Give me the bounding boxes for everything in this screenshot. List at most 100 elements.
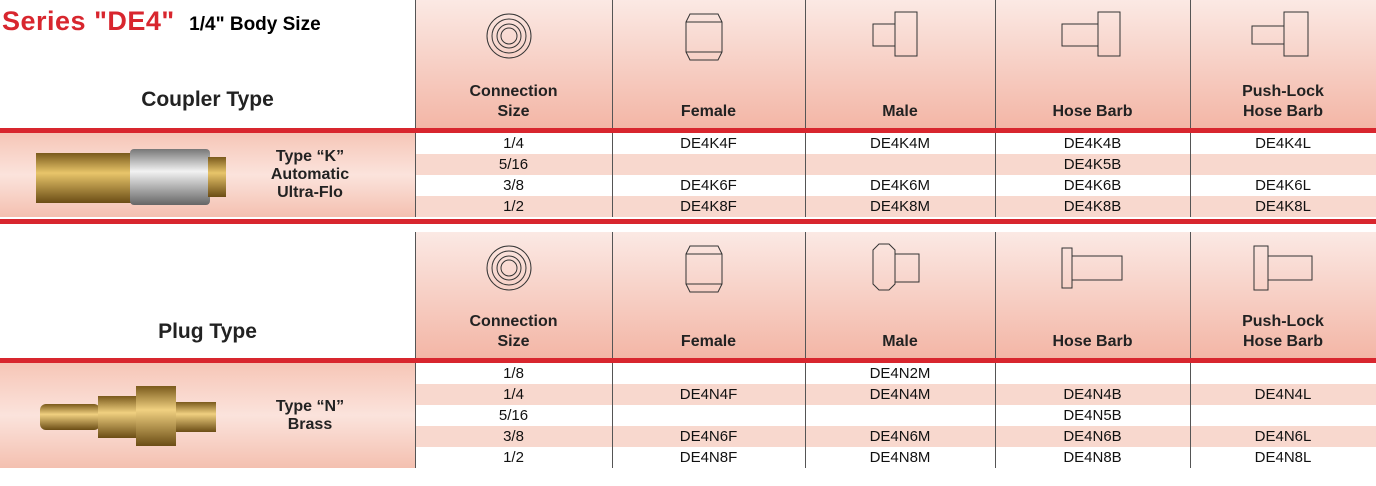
product-photo	[30, 143, 240, 207]
table-cell: DE4N6B	[1063, 428, 1122, 445]
product-name-line: Brass	[287, 415, 333, 433]
type-label: Coupler Type	[141, 88, 274, 111]
column-header: Male	[805, 332, 995, 352]
table-cell	[995, 363, 1190, 384]
fitting-icon	[872, 243, 920, 291]
column-header-line: Size	[497, 103, 530, 120]
column-icon	[479, 8, 549, 64]
plug-photo	[40, 385, 216, 446]
table-cell: 3/8	[503, 428, 524, 445]
table-cell: 1/4	[503, 135, 524, 152]
column-header: Push-Lock Hose Barb	[1190, 312, 1376, 352]
fitting-icon	[1253, 245, 1313, 291]
column-icon	[1058, 8, 1128, 64]
table-row	[415, 426, 1376, 447]
column-rule	[805, 0, 806, 217]
column-rule	[612, 232, 613, 468]
type-label: Plug Type	[158, 320, 257, 343]
table-cell: DE4N6F	[679, 428, 738, 445]
table-cell: 1/4	[503, 386, 524, 403]
table-row	[415, 384, 1376, 405]
table-cell: DE4K8M	[869, 198, 931, 215]
table-cell: DE4N8B	[1063, 449, 1122, 466]
column-header: Female	[612, 102, 805, 122]
table-cell	[612, 363, 805, 384]
column-header: Hose Barb	[995, 102, 1190, 122]
table-cell: DE4K4B	[1063, 135, 1122, 152]
table-cell: DE4K6L	[1255, 177, 1311, 194]
column-icon	[865, 240, 935, 296]
column-icon	[865, 8, 935, 64]
column-header: Connection Size	[415, 82, 612, 122]
table-cell: 1/2	[503, 449, 524, 466]
column-header-line: Hose Barb	[1052, 333, 1133, 350]
column-icon	[1058, 240, 1128, 296]
red-rule	[0, 358, 1376, 363]
column-header-line: Connection	[469, 83, 558, 100]
table-cell: DE4N6L	[1254, 428, 1312, 445]
table-cell: DE4N4B	[1063, 386, 1122, 403]
column-rule	[415, 0, 416, 217]
table-row	[415, 196, 1376, 217]
table-cell: DE4K6B	[1063, 177, 1122, 194]
table-cell: DE4N4F	[679, 386, 738, 403]
table-cell	[805, 154, 995, 175]
column-rule	[995, 0, 996, 217]
column-header-line: Hose Barb	[1052, 103, 1133, 120]
column-header: Connection Size	[415, 312, 612, 352]
table-cell: DE4K5B	[1063, 156, 1122, 173]
series-title: Series "DE4"	[2, 6, 175, 36]
column-header-line: Hose Barb	[1242, 333, 1324, 350]
table-cell: DE4N8M	[869, 449, 931, 466]
product-name-line: Type “K”	[275, 148, 345, 165]
table-cell: 1/2	[503, 198, 524, 215]
table-cell: DE4K6F	[680, 177, 737, 194]
table-cell: DE4N8L	[1254, 449, 1312, 466]
column-rule	[995, 232, 996, 468]
table-cell: 5/16	[498, 407, 529, 424]
column-header-line: Size	[497, 333, 530, 350]
column-icon	[674, 240, 744, 296]
table-cell	[612, 405, 805, 426]
product-name-line: Type “N”	[275, 397, 345, 415]
table-cell: DE4N2M	[869, 365, 931, 382]
fitting-icon	[685, 13, 722, 61]
column-rule	[1190, 0, 1191, 217]
table-cell: DE4N4M	[869, 386, 931, 403]
fitting-icon	[872, 11, 918, 57]
table-cell: DE4K8B	[1063, 198, 1122, 215]
title: Series "DE4" 1/4" Body Size	[2, 6, 321, 37]
table-cell	[612, 154, 805, 175]
table-cell: DE4K6M	[869, 177, 931, 194]
fitting-icon	[486, 13, 531, 59]
body-size: 1/4" Body Size	[189, 14, 321, 35]
column-header: Push-Lock Hose Barb	[1190, 82, 1376, 122]
coupler-photo	[36, 149, 226, 205]
table-cell: DE4K4M	[869, 135, 931, 152]
column-icon	[1248, 8, 1318, 64]
product-name: Type “N” Brass	[230, 398, 390, 434]
table-cell: DE4K4L	[1255, 135, 1311, 152]
table-cell: DE4K8F	[680, 198, 737, 215]
column-rule	[805, 232, 806, 468]
table-cell	[805, 405, 995, 426]
column-header: Female	[612, 332, 805, 352]
column-header-line: Female	[680, 103, 737, 120]
column-header-line: Male	[882, 333, 918, 350]
column-icon	[1248, 240, 1318, 296]
fitting-icon	[1061, 11, 1120, 57]
fitting-icon	[486, 245, 531, 291]
red-rule	[0, 128, 1376, 133]
table-cell: DE4N5B	[1063, 407, 1122, 424]
fitting-icon	[685, 245, 722, 293]
table-cell: DE4K4F	[680, 135, 737, 152]
column-icon	[674, 8, 744, 64]
fitting-icon	[1251, 11, 1309, 57]
table-row	[415, 154, 1376, 175]
table-cell: 5/16	[498, 156, 529, 173]
table-cell: DE4N4L	[1254, 386, 1312, 403]
column-header: Hose Barb	[995, 332, 1190, 352]
table-cell: DE4N8F	[679, 449, 738, 466]
column-rule	[612, 0, 613, 217]
